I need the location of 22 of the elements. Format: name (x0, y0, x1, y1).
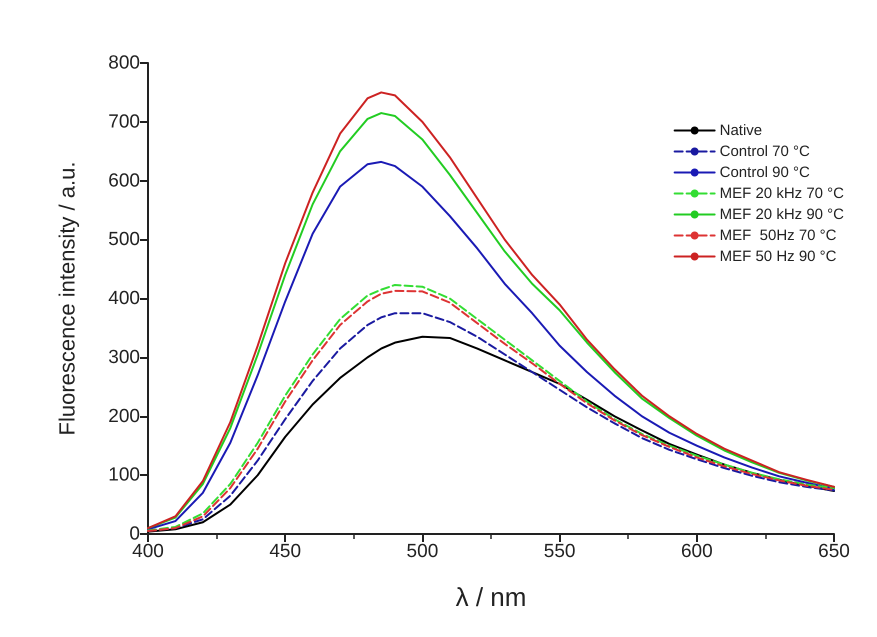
legend-label: MEF 20 kHz 90 °C (720, 206, 844, 223)
y-tick-label: 600 (108, 170, 140, 192)
y-tick-label: 800 (108, 52, 140, 74)
legend-label: Control 70 °C (720, 143, 810, 160)
y-tick-label: 400 (108, 288, 140, 309)
legend-label: Control 90 °C (720, 164, 810, 181)
x-tick-label: 450 (269, 541, 302, 562)
y-tick-label: 100 (108, 464, 140, 486)
legend-label: MEF 20 kHz 70 °C (720, 185, 844, 202)
legend-label: Native (720, 122, 762, 139)
legend-label: MEF 50Hz 70 °C (720, 227, 837, 244)
x-tick-label: 500 (406, 541, 438, 562)
y-tick-label: 300 (108, 346, 140, 368)
y-tick-label: 700 (108, 111, 140, 132)
x-axis-title: λ / nm (456, 582, 526, 612)
x-tick-label: 600 (680, 541, 713, 562)
y-tick-label: 500 (108, 229, 140, 250)
x-tick-label: 650 (818, 541, 850, 562)
y-tick-label: 200 (108, 406, 140, 427)
y-axis-title: Fluorescence intensity / a.u. (54, 162, 80, 436)
legend-label: MEF 50 Hz 90 °C (720, 248, 837, 265)
x-tick-label: 550 (544, 541, 576, 562)
